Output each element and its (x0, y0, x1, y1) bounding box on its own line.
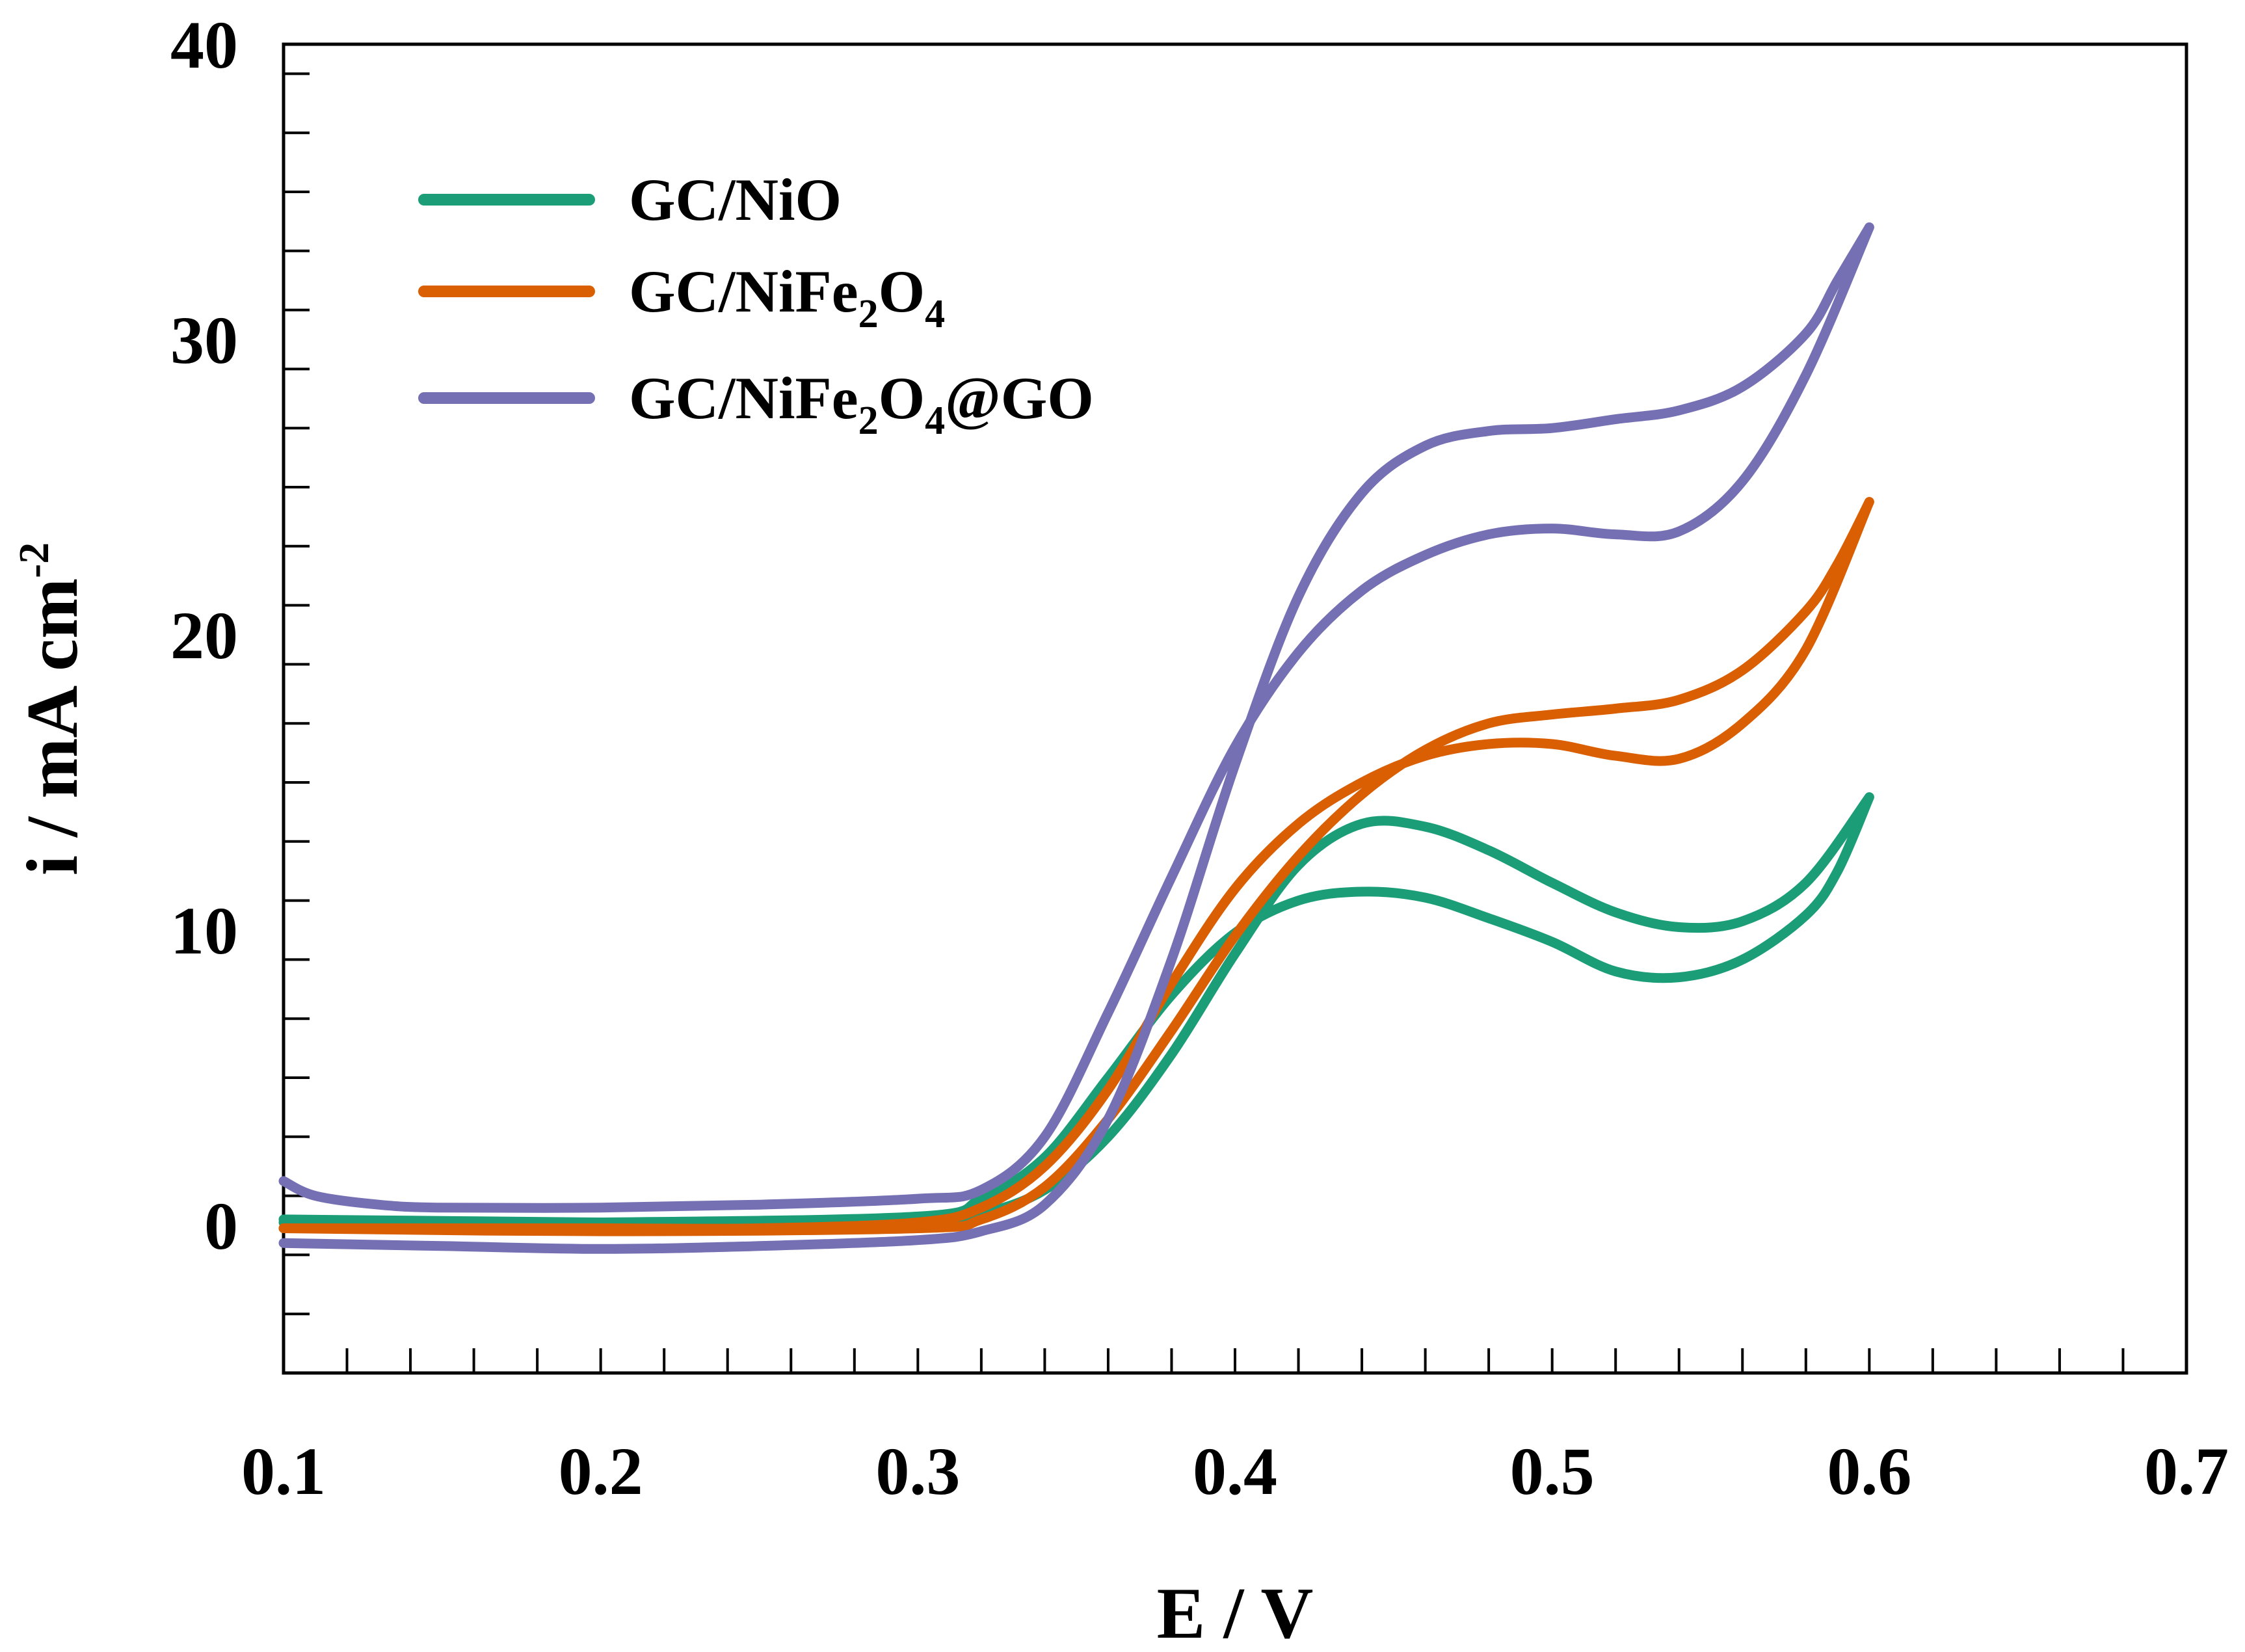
y-tick-label: 40 (170, 8, 238, 83)
series-line-gc-nife2o4-reverse (278, 497, 1874, 1236)
y-tick-labels: 0 10 20 30 40 (170, 8, 238, 1264)
minor-ticks (282, 72, 2188, 1374)
legend-label-gc-nife2o4-go: GC/NiFe2O4@GO (629, 365, 1094, 443)
series-line-gc-nife2o4-go-forward (278, 222, 1874, 1213)
x-tick-label: 0.3 (875, 1434, 960, 1509)
series-lines (278, 222, 1874, 1254)
x-tick-label: 0.4 (1193, 1434, 1277, 1509)
series-line-gc-nife2o4-go-reverse (278, 222, 1874, 1254)
y-tick-label: 30 (170, 303, 238, 378)
y-axis-title-main: i / mA cm (12, 578, 93, 875)
series-line-gc-nio-reverse (278, 792, 1874, 1228)
x-tick-label: 0.2 (559, 1434, 643, 1509)
x-axis-title: E / V (1157, 1573, 1314, 1652)
x-tick-label: 0.7 (2144, 1434, 2229, 1509)
y-tick-label: 20 (170, 598, 238, 673)
plot-frame (282, 42, 2188, 1375)
legend-label-gc-nife2o4: GC/NiFe2O4 (629, 258, 945, 336)
y-tick-label: 10 (170, 894, 238, 968)
legend-label-gc-nio: GC/NiO (629, 167, 842, 233)
x-tick-label: 0.6 (1827, 1434, 1911, 1509)
x-tick-label: 0.1 (241, 1434, 326, 1509)
x-tick-labels: 0.1 0.2 0.3 0.4 0.5 0.6 0.7 (241, 1434, 2229, 1509)
y-axis-title: i / mA cm-2 (10, 542, 93, 875)
legend: GC/NiO GC/NiFe2O4 GC/NiFe2O4@GO (418, 167, 1094, 443)
x-tick-label: 0.5 (1510, 1434, 1595, 1509)
y-axis-title-superscript: -2 (10, 542, 58, 578)
y-tick-label: 0 (204, 1189, 238, 1264)
